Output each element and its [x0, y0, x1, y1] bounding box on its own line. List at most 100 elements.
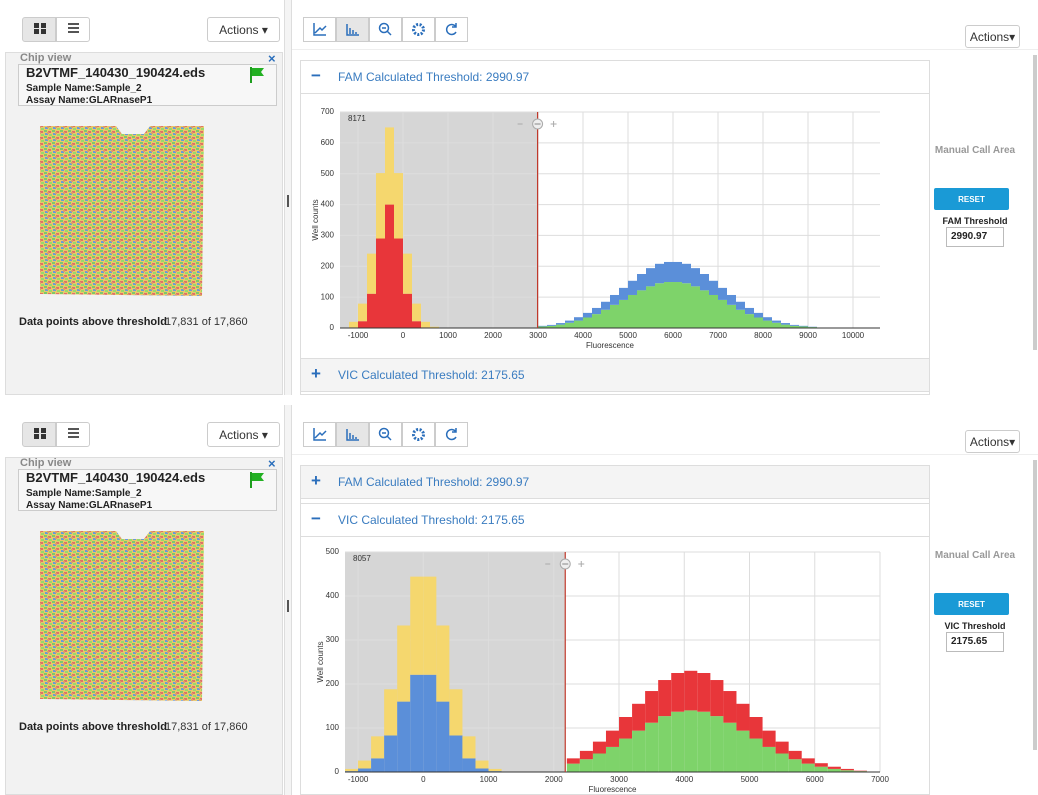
histogram-bar: [412, 321, 421, 328]
y-tick-label: 200: [326, 679, 340, 688]
line-chart-button[interactable]: [303, 17, 336, 42]
histogram-bar: [574, 317, 583, 320]
accordion-toggle[interactable]: +: [311, 364, 321, 384]
y-tick-label: 500: [326, 547, 340, 556]
zoom-button[interactable]: [369, 17, 402, 42]
line-chart-icon: [304, 18, 335, 41]
reset-button[interactable]: RESET: [934, 188, 1009, 210]
histogram-bar: [567, 758, 580, 763]
icon-shape: [314, 23, 326, 35]
histogram-bar: [371, 758, 384, 772]
histogram-bar: [376, 239, 385, 328]
accordion-toggle[interactable]: −: [311, 66, 321, 86]
histogram-bar: [763, 731, 776, 747]
histogram-bar: [750, 739, 763, 772]
y-tick-label: 100: [326, 723, 340, 732]
histogram-bar: [592, 308, 601, 314]
settings-icon: [403, 18, 434, 41]
manual-call-area-label: Manual Call Area: [930, 550, 1020, 561]
histogram-bar: [754, 313, 763, 318]
histogram-bar: [619, 288, 628, 300]
histogram-bar: [655, 264, 664, 283]
histogram-bar: [632, 731, 645, 772]
grid-icon-cell: [41, 428, 46, 433]
histogram-bar: [410, 577, 423, 675]
histogram-bar: [723, 691, 736, 723]
x-axis-label: Fluorescence: [588, 785, 637, 794]
points-label: Data points above threshold: [19, 721, 167, 733]
histogram-bar: [397, 625, 410, 701]
y-tick-label: 300: [321, 231, 335, 240]
histogram-bar: [802, 764, 815, 772]
list-icon-line: [68, 432, 79, 434]
histogram-bar: [781, 325, 790, 328]
file-name: B2VTMF_140430_190424.eds: [26, 65, 205, 80]
actions-button[interactable]: Actions ▾: [207, 422, 280, 447]
histogram-bar: [776, 754, 789, 772]
grid-icon-cell: [34, 29, 39, 34]
x-tick-label: 4000: [574, 331, 592, 340]
icon-shape: [314, 428, 326, 440]
points-label: Data points above threshold: [19, 316, 167, 328]
reset-button[interactable]: RESET: [934, 593, 1009, 615]
histogram-bar: [776, 742, 789, 754]
x-tick-label: 7000: [871, 775, 889, 784]
histogram-bar: [691, 268, 700, 286]
histogram-bar: [671, 712, 684, 772]
threshold-input[interactable]: 2990.97: [946, 227, 1004, 247]
histogram-bar: [727, 305, 736, 328]
x-tick-label: 0: [401, 331, 406, 340]
actions-button[interactable]: Actions ▾: [207, 17, 280, 42]
histogram-bar: [815, 767, 828, 772]
histogram-bar: [781, 323, 790, 325]
chip-image: [36, 124, 208, 298]
flag-icon: [248, 471, 266, 489]
zoom-button[interactable]: [369, 422, 402, 447]
flag-pole: [250, 472, 252, 488]
chip-view-label: Chip view: [20, 457, 71, 469]
histogram-bar: [412, 304, 421, 322]
histogram-bar: [718, 300, 727, 328]
line-chart-button[interactable]: [303, 422, 336, 447]
accordion-toggle[interactable]: −: [311, 509, 321, 529]
actions-right-button[interactable]: Actions▾: [965, 430, 1020, 453]
threshold-input[interactable]: 2175.65: [946, 632, 1004, 652]
histogram-button[interactable]: [336, 17, 369, 42]
accordion-title[interactable]: FAM Calculated Threshold: 2990.97: [338, 475, 529, 489]
list-view-button[interactable]: [56, 17, 90, 42]
actions-right-button[interactable]: Actions▾: [965, 25, 1020, 48]
histogram-bar: [736, 310, 745, 328]
histogram-bar: [619, 739, 632, 772]
histogram-bar: [710, 680, 723, 716]
grid-icon-cell: [34, 23, 39, 28]
histogram-bar: [601, 310, 610, 328]
histogram-button[interactable]: [336, 422, 369, 447]
refresh-button[interactable]: [435, 422, 468, 447]
icon-shape: [382, 433, 391, 440]
grid-view-button[interactable]: [22, 17, 56, 42]
x-tick-label: 4000: [675, 775, 693, 784]
accordion-title[interactable]: VIC Calculated Threshold: 2175.65: [338, 513, 525, 527]
histogram-bar: [606, 731, 619, 747]
histogram-bar: [658, 716, 671, 772]
x-tick-label: 2000: [545, 775, 563, 784]
icon-shape: [347, 429, 359, 440]
accordion-title[interactable]: VIC Calculated Threshold: 2175.65: [338, 368, 525, 382]
accordion-title[interactable]: FAM Calculated Threshold: 2990.97: [338, 70, 529, 84]
list-icon-line: [68, 428, 79, 430]
histogram-bar: [684, 671, 697, 711]
refresh-icon: [436, 18, 467, 41]
histogram-bar: [750, 717, 763, 739]
accordion-toggle[interactable]: +: [311, 471, 321, 491]
settings-button[interactable]: [402, 17, 435, 42]
settings-button[interactable]: [402, 422, 435, 447]
list-view-button[interactable]: [56, 422, 90, 447]
x-tick-label: 3000: [529, 331, 547, 340]
histogram-bar: [462, 736, 475, 758]
grid-view-button[interactable]: [22, 422, 56, 447]
x-tick-label: 6000: [664, 331, 682, 340]
refresh-button[interactable]: [435, 17, 468, 42]
count-label: 8171: [348, 114, 366, 123]
histogram-bar: [436, 625, 449, 701]
